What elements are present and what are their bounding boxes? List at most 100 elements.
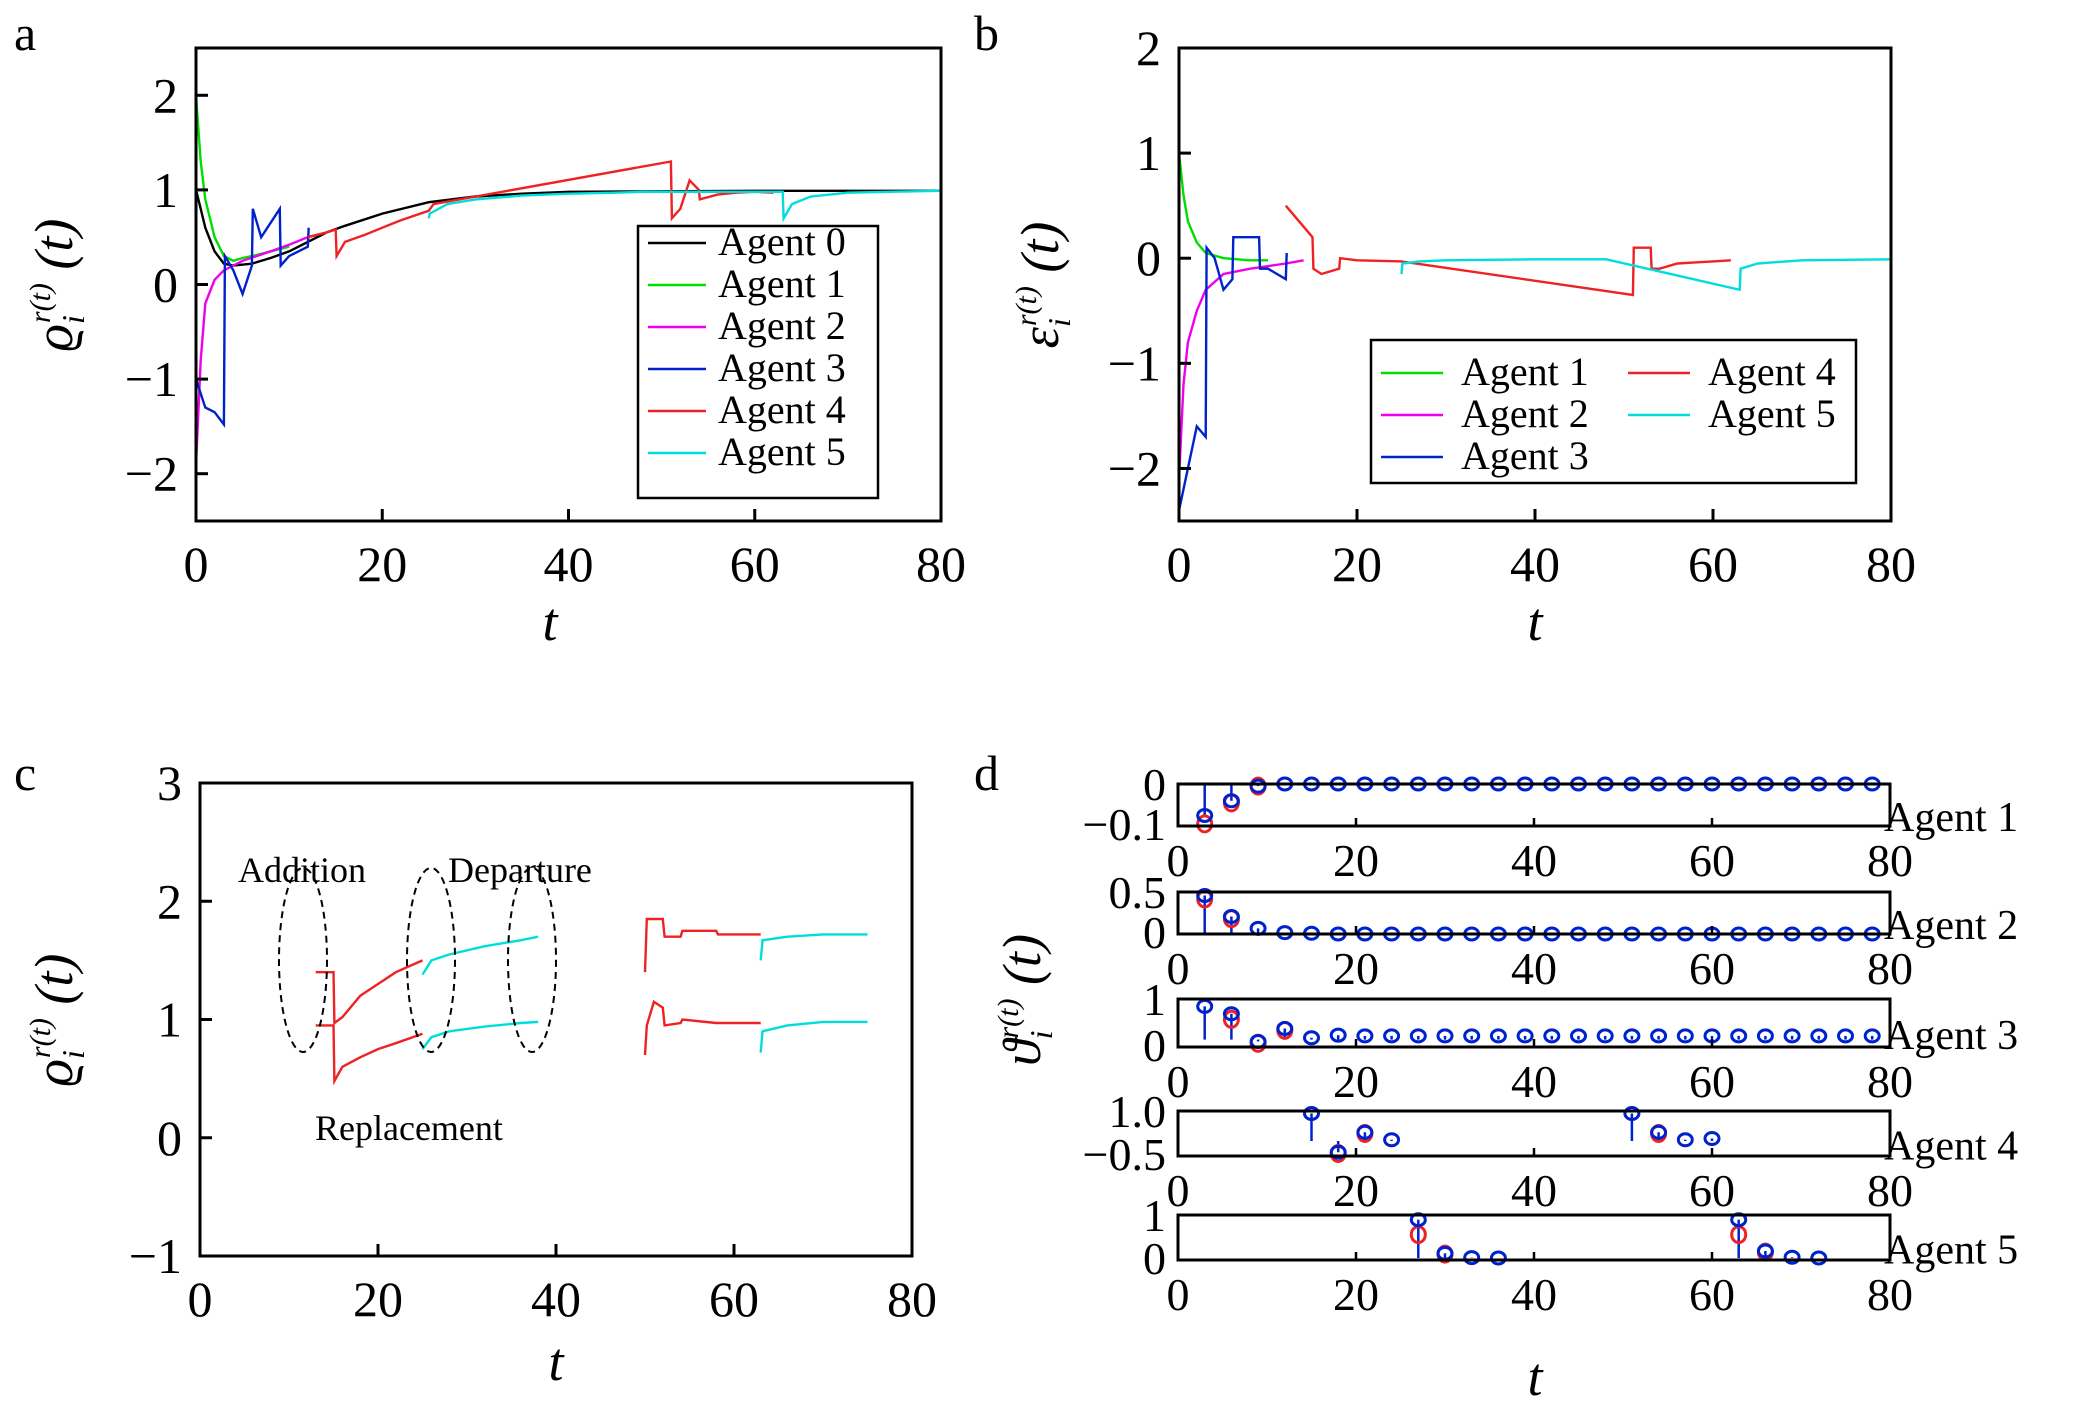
subplot-1: 0 20 40 60 80 0−0.1 Agent 1 (1083, 759, 2019, 886)
legend-b-label: Agent 3 (1461, 433, 1589, 478)
subplot-2-blue-marker (1196, 888, 1214, 903)
legend-a-label: Agent 2 (718, 303, 846, 348)
panel-c-series-5 (643, 999, 761, 1056)
svg-text:ϑir(t) (t): ϑir(t) (t) (992, 934, 1059, 1066)
panel-a-xtick-label: 0 (184, 536, 209, 592)
subplot-4-xtick-label: 60 (1689, 1165, 1735, 1216)
subplot-1-xtick-label: 40 (1511, 835, 1557, 886)
panel-a-ylabel: ϱir(t) (t) (24, 219, 91, 352)
legend-a-label: Agent 1 (718, 261, 846, 306)
panel-c-xlabel: t (548, 1332, 565, 1392)
panel-a-ytick-label: −1 (125, 351, 178, 407)
panel-a-ticks: 0 20 40 60 80 2 1 0 −1 −2 (125, 67, 966, 592)
panel-b-series-2 (1179, 235, 1288, 511)
svg-text:εir(t) (t): εir(t) (t) (1010, 222, 1077, 349)
subplot-3-red-marker (1222, 1009, 1240, 1029)
subplot-3-agent-label: Agent 3 (1884, 1013, 2018, 1059)
subplot-2-agent-label: Agent 2 (1884, 903, 2018, 949)
subplot-3-blue-marker (1650, 1028, 1668, 1044)
subplot-3-blue-marker (1463, 1028, 1481, 1044)
subplot-4-blue-marker (1650, 1124, 1668, 1140)
panel-b-lines (1179, 152, 1891, 511)
subplot-4-xtick-label: 0 (1167, 1165, 1190, 1216)
subplot-2-xtick-label: 40 (1511, 943, 1557, 994)
subplot-2-xtick-label: 0 (1167, 943, 1190, 994)
subplot-1-ytick-label: −0.1 (1083, 799, 1166, 850)
svg-text:ϱir(t) (t): ϱir(t) (t) (24, 954, 91, 1087)
subplot-1-xtick-label: 60 (1689, 835, 1735, 886)
subplot-2-ytick-label: 0 (1143, 907, 1166, 958)
subplot-3-ytick-label: 0 (1143, 1020, 1166, 1071)
panel-d: 0 20 40 60 800−0.1 Agent 10 20 40 60 800.50 Agent … (1083, 759, 2019, 1320)
subplot-3-blue-marker (1837, 1028, 1854, 1044)
subplot-3-ytick-label: 1 (1143, 974, 1166, 1025)
subplot-3-blue-marker (1303, 1030, 1320, 1046)
subplot-4-blue-marker (1623, 1106, 1641, 1121)
panel-a-series-4 (307, 160, 774, 261)
subplot-5-xtick-label: 60 (1689, 1269, 1735, 1320)
subplot-1-blue-marker (1249, 778, 1267, 794)
subplot-4-ytick-label: 1.0 (1109, 1086, 1167, 1137)
subplot-4-xtick-label: 80 (1867, 1165, 1913, 1216)
subplot-5-blue-marker (1756, 1243, 1774, 1259)
panel-b-ytick-label: 2 (1136, 20, 1161, 76)
legend-a-label: Agent 4 (718, 387, 846, 432)
subplot-2-xtick-label: 20 (1333, 943, 1379, 994)
subplot-4-xtick-label: 20 (1333, 1165, 1379, 1216)
subplot-1-xtick-label: 20 (1333, 835, 1379, 886)
subplot-2: 0 20 40 60 80 0.50 Agent 2 (1109, 867, 2019, 994)
subplot-4: 0 20 40 60 80 1.0−0.5 Agent 4 (1083, 1086, 2019, 1216)
subplot-1-blue-marker (1196, 808, 1214, 823)
panel-b-ytick-label: 1 (1136, 125, 1161, 181)
legend-b-label: Agent 1 (1461, 349, 1589, 394)
subplot-2-ytick-label: 0.5 (1109, 867, 1167, 918)
subplot-3-blue-marker (1596, 1028, 1614, 1044)
subplot-5-ytick-label: 1 (1143, 1190, 1166, 1241)
subplot-3-xtick-label: 0 (1167, 1056, 1190, 1107)
subplot-1-red-marker (1196, 814, 1214, 834)
subplot-5-ytick-label: 0 (1143, 1233, 1166, 1284)
panel-a-xtick-label: 40 (544, 536, 594, 592)
panel-d-xlabel: t (1527, 1347, 1544, 1407)
panel-c-xtick-label: 60 (709, 1271, 759, 1327)
subplot-5-agent-label: Agent 5 (1884, 1228, 2018, 1274)
subplot-5-blue-marker (1489, 1250, 1507, 1266)
panel-b-xlabel: t (1527, 592, 1544, 652)
panel-c-series-4 (643, 917, 761, 973)
subplot-4-blue-marker (1383, 1132, 1401, 1148)
subplot-4-blue-marker (1703, 1131, 1721, 1146)
panel-c-ytick-label: 3 (157, 755, 182, 811)
subplot-4-blue-marker (1676, 1132, 1694, 1148)
subplot-3-blue-marker (1570, 1028, 1587, 1044)
subplot-3-blue-marker (1623, 1028, 1641, 1044)
subplot-3: 0 20 40 60 80 10 Agent 3 (1143, 974, 2018, 1107)
subplot-3-blue-marker (1329, 1027, 1347, 1043)
subplot-3-xtick-label: 60 (1689, 1056, 1735, 1107)
panel-c-xtick-label: 0 (188, 1271, 213, 1327)
subplot-3-blue-marker (1543, 1028, 1561, 1044)
subplot-5-xtick-label: 0 (1167, 1269, 1190, 1320)
subplot-5-xtick-label: 20 (1333, 1269, 1379, 1320)
legend-a-label: Agent 3 (718, 345, 846, 390)
panel-d-letter: d (974, 745, 999, 801)
panel-a-ytick-label: 0 (153, 257, 178, 313)
legend-a-label: Agent 0 (718, 219, 846, 264)
panel-a-xlabel: t (542, 592, 559, 652)
subplot-3-blue-marker (1356, 1028, 1374, 1044)
panel-a-xtick-label: 60 (730, 536, 780, 592)
subplot-1-xtick-label: 80 (1867, 835, 1913, 886)
panel-c-ytick-label: 2 (157, 873, 182, 929)
subplot-3-blue-marker (1783, 1028, 1801, 1044)
subplot-1-blue-marker (1222, 793, 1240, 809)
subplot-3-blue-marker (1276, 1021, 1294, 1037)
panel-a-xtick-label: 80 (916, 536, 966, 592)
subplot-4-xtick-label: 40 (1511, 1165, 1557, 1216)
subplot-3-blue-marker (1409, 1028, 1427, 1044)
panel-a-letter: a (14, 5, 36, 61)
panel-a-lines (196, 95, 941, 465)
legend-b-label: Agent 2 (1461, 391, 1589, 436)
legend-a-label: Agent 5 (718, 429, 846, 474)
subplot-3-xtick-label: 80 (1867, 1056, 1913, 1107)
